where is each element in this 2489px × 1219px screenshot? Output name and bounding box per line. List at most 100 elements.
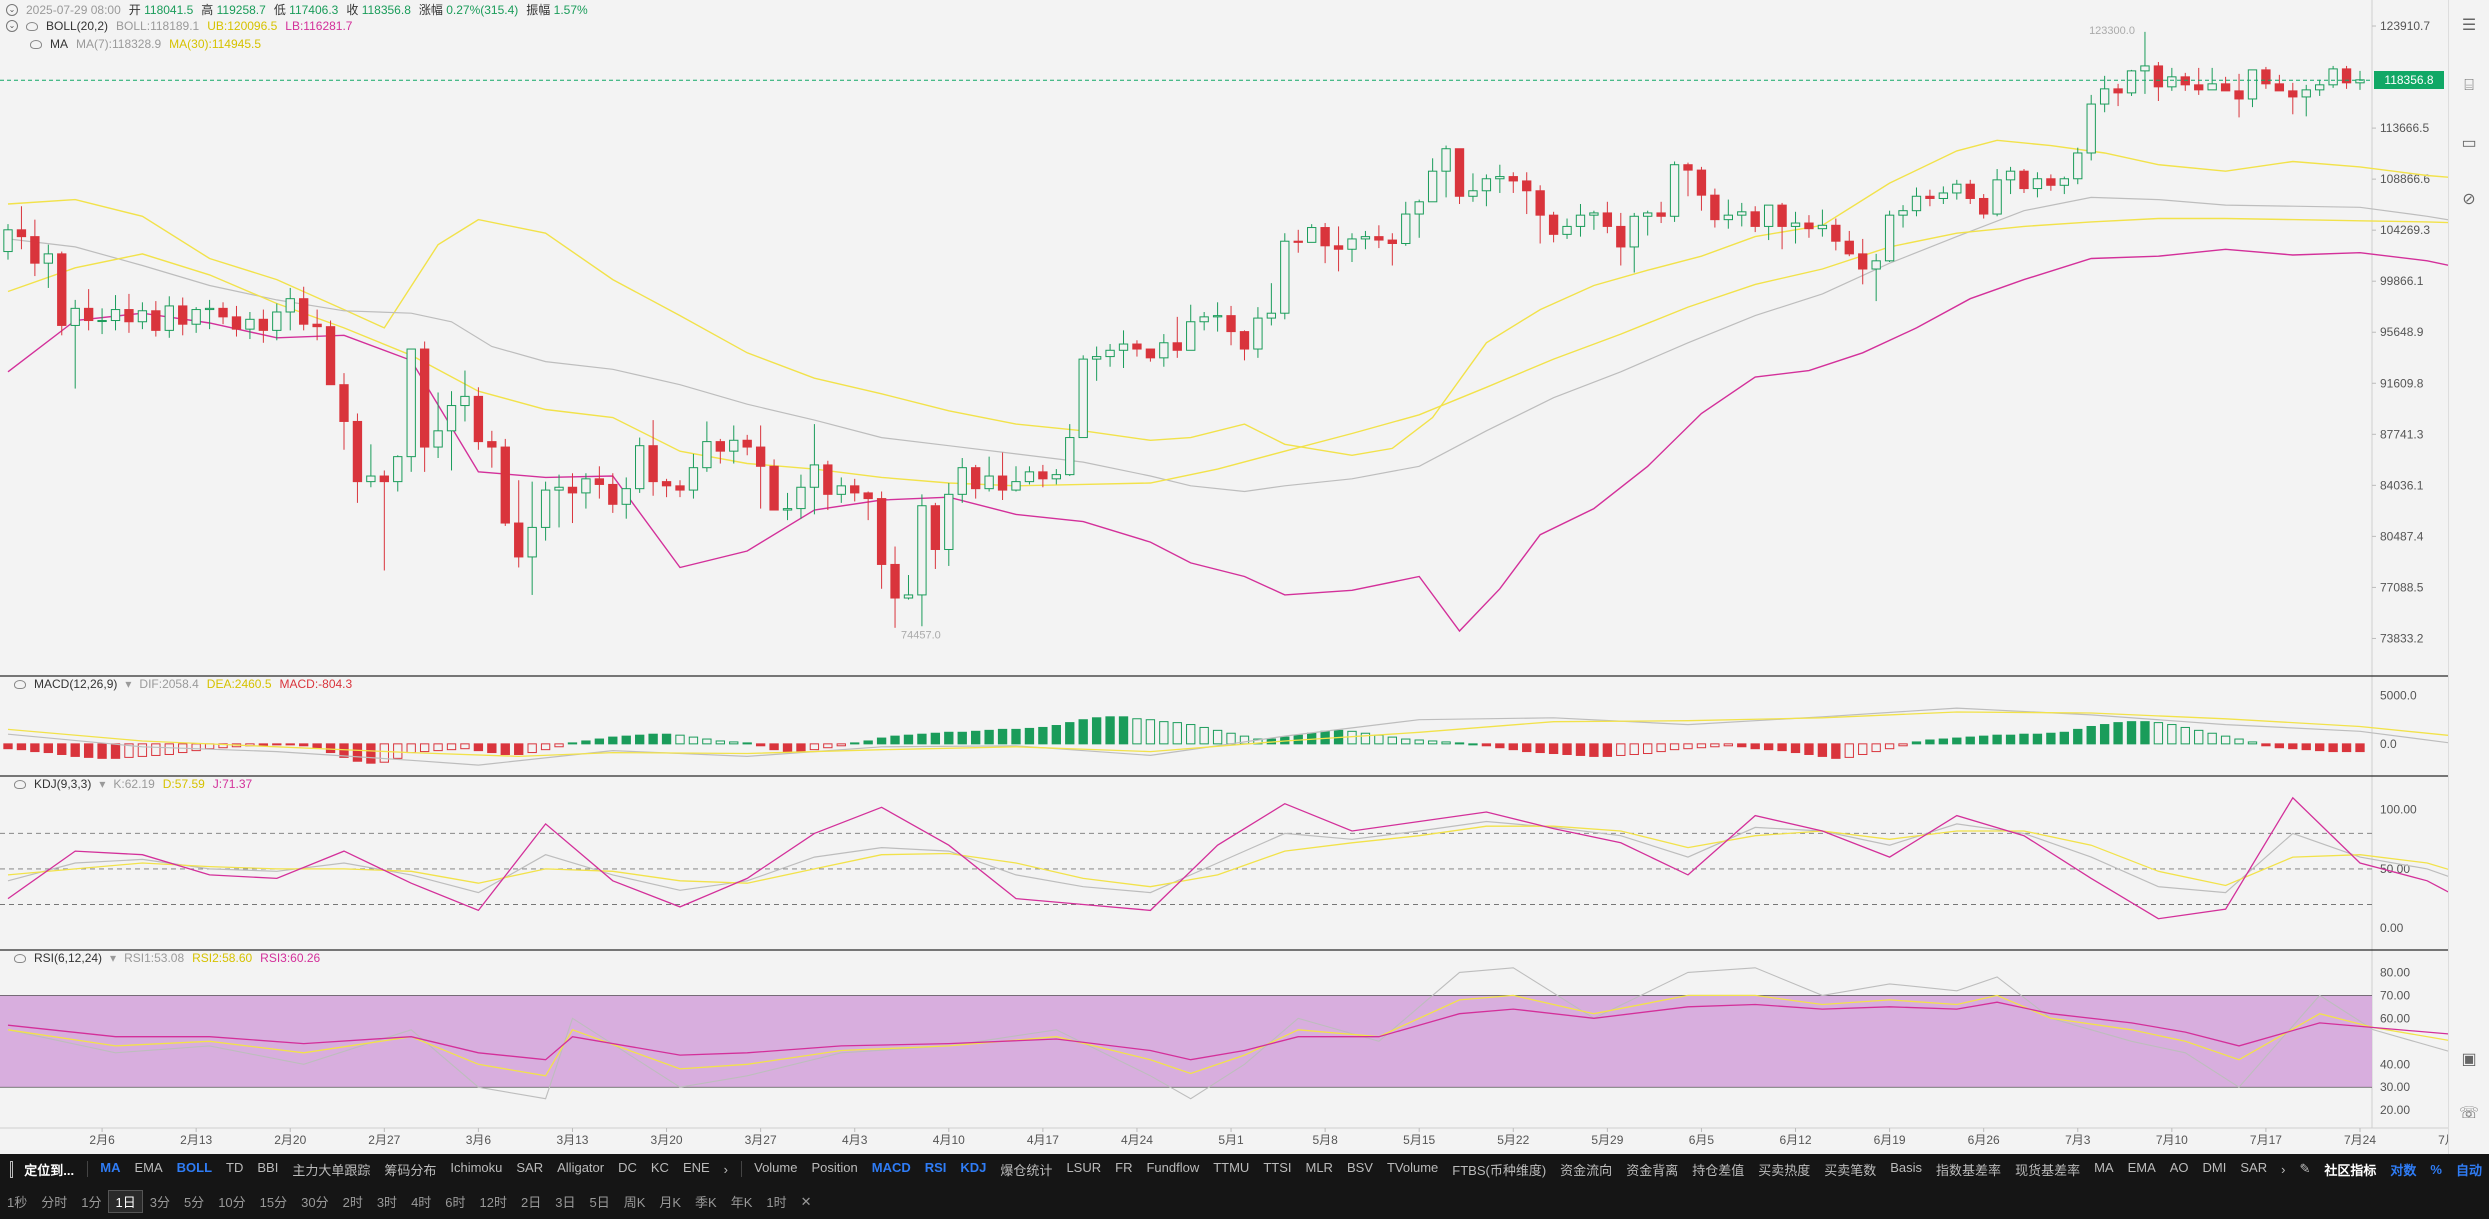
timeframe-item[interactable]: 3分 bbox=[149, 1195, 170, 1210]
edit-icon[interactable]: ✎ bbox=[2299, 1161, 2311, 1176]
sub-indicator-item[interactable]: DMI bbox=[2202, 1159, 2227, 1175]
macd-name: MACD(12,26,9) bbox=[34, 677, 118, 691]
chevron-down-icon[interactable]: ▾ bbox=[125, 677, 132, 691]
visibility-icon[interactable] bbox=[14, 953, 26, 963]
monitor-icon[interactable]: ▭ bbox=[2461, 135, 2477, 152]
layout-icon[interactable]: ▣ bbox=[2461, 1051, 2477, 1068]
sub-indicator-item[interactable]: AO bbox=[2169, 1159, 2189, 1175]
timeframe-item[interactable]: 1秒 bbox=[7, 1195, 28, 1210]
candle-body bbox=[1427, 170, 1438, 203]
timeframe-item[interactable]: 4时 bbox=[411, 1195, 432, 1210]
timeframe-item[interactable]: 30分 bbox=[301, 1195, 329, 1210]
sub-indicator-item[interactable]: 持仓差值 bbox=[1692, 1162, 1745, 1178]
collapse-icon[interactable]: ⌄ bbox=[6, 20, 18, 32]
main-indicator-item[interactable]: Alligator bbox=[557, 1159, 605, 1175]
timeframe-item[interactable]: 5分 bbox=[183, 1195, 205, 1210]
timeframe-item[interactable]: 2日 bbox=[521, 1195, 542, 1210]
sub-indicator-item[interactable]: MA bbox=[2094, 1159, 2114, 1175]
sub-indicator-item[interactable]: KDJ bbox=[960, 1159, 987, 1175]
macd-bar bbox=[1454, 742, 1465, 745]
chevron-down-icon[interactable]: ▾ bbox=[110, 951, 117, 965]
candle-body bbox=[971, 467, 981, 490]
chart-type-icon[interactable]: ⌸ bbox=[2464, 77, 2474, 94]
auto-scale-button[interactable]: 自动 bbox=[2455, 1162, 2482, 1178]
sub-indicator-item[interactable]: FTBS(币种维度) bbox=[1452, 1162, 1547, 1178]
timeframe-item[interactable]: 15分 bbox=[259, 1195, 288, 1210]
sub-indicator-item[interactable]: Basis bbox=[1890, 1159, 1923, 1175]
sub-indicator-item[interactable]: LSUR bbox=[1066, 1159, 1102, 1175]
sub-indicator-item[interactable]: 现货基差率 bbox=[2015, 1162, 2081, 1178]
timeframe-item[interactable]: 12时 bbox=[479, 1195, 507, 1210]
timeframe-item[interactable]: 季K bbox=[695, 1195, 717, 1210]
visibility-icon[interactable] bbox=[30, 39, 42, 49]
community-indicators-button[interactable]: 社区指标 bbox=[2324, 1162, 2377, 1178]
macd-bar bbox=[393, 743, 403, 759]
x-tick-label: 5月8 bbox=[1312, 1133, 1338, 1147]
sub-indicator-item[interactable]: 买卖热度 bbox=[1758, 1162, 1811, 1178]
settings-icon[interactable]: ⊘ bbox=[2462, 191, 2476, 208]
chevron-right-icon[interactable]: › bbox=[723, 1161, 729, 1177]
chevron-right-icon[interactable]: › bbox=[2281, 1161, 2286, 1177]
sub-indicator-item[interactable]: 资金背离 bbox=[1626, 1162, 1679, 1178]
sub-indicator-item[interactable]: 资金流向 bbox=[1560, 1162, 1613, 1178]
percent-scale-button[interactable]: % bbox=[2430, 1161, 2442, 1177]
timeframe-item[interactable]: 3日 bbox=[555, 1195, 576, 1210]
sub-indicator-item[interactable]: 指数基差率 bbox=[1936, 1162, 2002, 1178]
sub-indicator-item[interactable]: MLR bbox=[1305, 1159, 1333, 1175]
collapse-icon[interactable]: ⌄ bbox=[6, 3, 18, 16]
sub-indicator-item[interactable]: EMA bbox=[2127, 1159, 2156, 1175]
sub-indicator-item[interactable]: SAR bbox=[2240, 1159, 2268, 1175]
chevron-down-icon[interactable]: ▾ bbox=[99, 777, 106, 791]
timeframe-item[interactable]: 2时 bbox=[342, 1195, 363, 1210]
main-indicator-item[interactable]: DC bbox=[618, 1159, 637, 1175]
sub-indicator-item[interactable]: TVolume bbox=[1386, 1159, 1439, 1175]
sub-indicator-item[interactable]: MACD bbox=[871, 1159, 911, 1175]
chart-canvas[interactable]: 123910.7 113666.5 108866.6 104269.3 99866.1 9… bbox=[0, 0, 2448, 1154]
visibility-icon[interactable] bbox=[26, 21, 38, 31]
candle-body bbox=[1253, 317, 1263, 350]
log-scale-button[interactable]: 对数 bbox=[2390, 1162, 2417, 1178]
visibility-icon[interactable] bbox=[14, 679, 26, 689]
timeframe-item[interactable]: 1时 bbox=[766, 1195, 787, 1210]
main-indicator-item[interactable]: MA bbox=[100, 1159, 121, 1175]
close-icon[interactable]: ✕ bbox=[800, 1193, 812, 1209]
timeframe-item[interactable]: 1日 bbox=[108, 1190, 143, 1213]
timeframe-item[interactable]: 年K bbox=[730, 1195, 753, 1210]
main-indicator-item[interactable]: Ichimoku bbox=[450, 1159, 503, 1175]
main-indicator-item[interactable]: 筹码分布 bbox=[384, 1162, 437, 1178]
locate-button[interactable]: 定位到... bbox=[24, 1162, 75, 1178]
main-indicator-item[interactable]: BOLL bbox=[176, 1159, 213, 1175]
timeframe-item[interactable]: 1分 bbox=[81, 1195, 102, 1210]
visibility-icon[interactable] bbox=[14, 779, 26, 789]
timeframe-item[interactable]: 3时 bbox=[376, 1195, 398, 1210]
timeframe-item[interactable]: 10分 bbox=[218, 1195, 246, 1210]
main-indicator-item[interactable]: TD bbox=[226, 1159, 244, 1175]
main-indicator-item[interactable]: 主力大单跟踪 bbox=[292, 1162, 371, 1178]
sub-indicator-item[interactable]: TTMU bbox=[1213, 1159, 1250, 1175]
main-indicator-item[interactable]: KC bbox=[650, 1159, 669, 1175]
main-indicator-item[interactable]: BBI bbox=[257, 1159, 279, 1175]
sub-indicator-item[interactable]: Volume bbox=[754, 1159, 798, 1175]
sub-indicator-item[interactable]: Fundflow bbox=[1146, 1159, 1200, 1175]
sub-indicator-item[interactable]: BSV bbox=[1346, 1159, 1373, 1175]
timeframe-item[interactable]: 6时 bbox=[445, 1195, 466, 1210]
main-indicator-item[interactable]: EMA bbox=[134, 1159, 163, 1175]
y-tick-label: 95648.9 bbox=[2380, 325, 2424, 339]
timeframe-item[interactable]: 月K bbox=[659, 1195, 682, 1210]
main-indicator-item[interactable]: SAR bbox=[516, 1159, 544, 1175]
document-icon[interactable] bbox=[10, 1160, 14, 1178]
support-icon[interactable]: ☏ bbox=[2459, 1105, 2480, 1122]
candle-body bbox=[1307, 227, 1317, 243]
sub-indicator-item[interactable]: Position bbox=[811, 1159, 858, 1175]
sub-indicator-item[interactable]: 买卖笔数 bbox=[1824, 1162, 1877, 1178]
timeframe-item[interactable]: 分时 bbox=[41, 1195, 68, 1210]
timeframe-item[interactable]: 5日 bbox=[589, 1195, 610, 1210]
menu-icon[interactable]: ☰ bbox=[2461, 17, 2477, 34]
macd-bar bbox=[1911, 741, 1922, 745]
main-indicator-item[interactable]: ENE bbox=[682, 1159, 710, 1175]
sub-indicator-item[interactable]: RSI bbox=[924, 1159, 947, 1175]
timeframe-item[interactable]: 周K bbox=[623, 1195, 646, 1210]
sub-indicator-item[interactable]: FR bbox=[1115, 1159, 1133, 1175]
sub-indicator-item[interactable]: TTSI bbox=[1263, 1159, 1292, 1175]
sub-indicator-item[interactable]: 爆仓统计 bbox=[1000, 1162, 1053, 1178]
